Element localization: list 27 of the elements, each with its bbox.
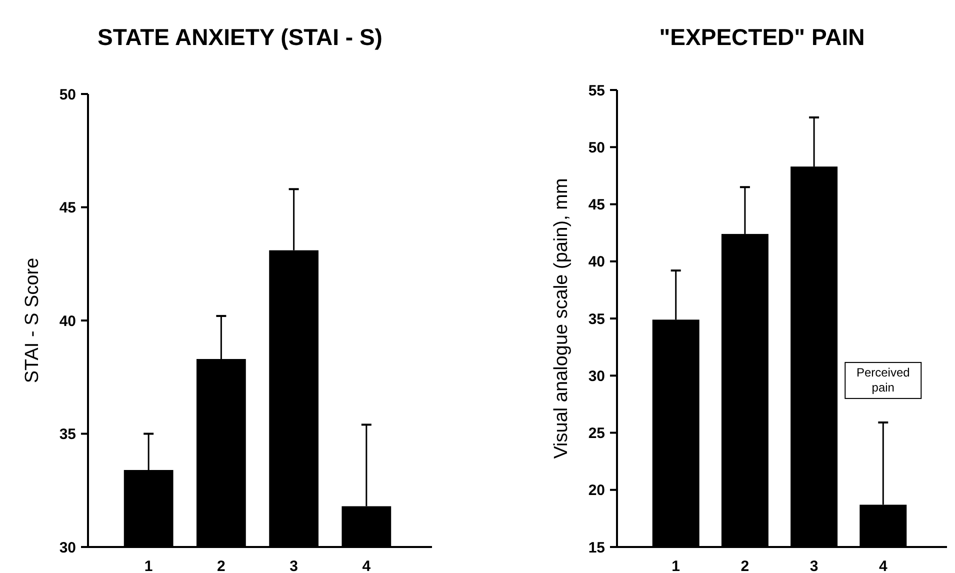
y-tick-label: 40 — [588, 254, 605, 271]
y-tick-label: 45 — [588, 196, 605, 214]
y-tick-label: 50 — [588, 139, 605, 156]
y-tick-label: 15 — [588, 539, 605, 556]
y-tick-label: 35 — [59, 426, 76, 443]
y-axis-title: Visual analogue scale (pain), mm — [551, 178, 572, 459]
y-tick-label: 25 — [588, 425, 605, 442]
y-tick-label: 50 — [59, 86, 76, 104]
y-tick-label: 35 — [588, 310, 605, 328]
x-tick-label: 4 — [878, 558, 888, 573]
annotation: Perceived pain — [856, 365, 910, 394]
y-tick-label: 20 — [588, 482, 605, 500]
x-tick-label: 2 — [740, 558, 750, 573]
y-tick-label: 30 — [588, 368, 605, 385]
chart-title: STATE ANXIETY (STAI - S) — [98, 24, 382, 50]
x-tick-label: 1 — [672, 558, 680, 573]
y-tick-label: 30 — [59, 539, 76, 556]
y-tick-label: 55 — [588, 82, 605, 100]
x-tick-label: 3 — [810, 558, 818, 573]
x-tick-label: 1 — [144, 558, 153, 573]
x-tick-label: 3 — [290, 558, 298, 573]
x-tick-label: 2 — [217, 558, 226, 573]
y-axis-title: STAI - S Score — [22, 258, 43, 384]
y-tick-label: 40 — [59, 312, 76, 330]
x-tick-label: 4 — [362, 558, 372, 573]
y-tick-label: 45 — [59, 200, 76, 216]
chart-title: "EXPECTED" PAIN — [659, 24, 865, 50]
